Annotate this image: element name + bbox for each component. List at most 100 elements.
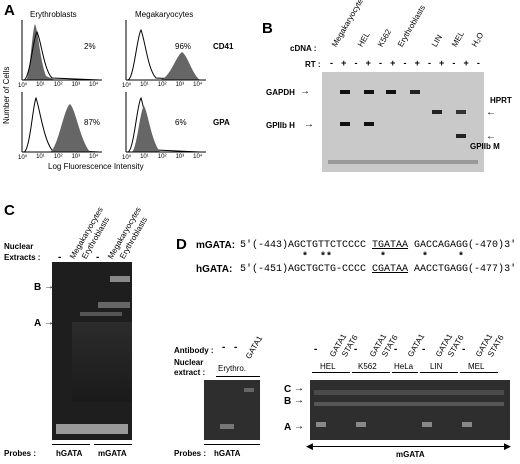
gapdh-arrow-icon: → — [300, 86, 310, 97]
panel-a-letter: A — [4, 2, 15, 19]
rt-sign: - — [427, 58, 431, 68]
histogram-erythro-cd41 — [21, 20, 102, 81]
panel-d-cell-row: HEL K562 HeLa LIN MEL — [310, 362, 510, 376]
panel-c-dash-1: - — [58, 252, 62, 263]
panel-d-band-a-label: A — [284, 422, 292, 433]
band-gapdh — [410, 90, 420, 94]
panel-c-band-b-label: B — [34, 282, 42, 293]
gpiib-m-label: GPIIb M — [470, 142, 500, 151]
cell-lin: LIN — [430, 362, 443, 371]
panel-d-gel-hgata — [204, 380, 260, 440]
rt-sign: - — [452, 58, 456, 68]
band-a — [422, 422, 432, 427]
panel-c-extracts-label: Extracts : — [4, 253, 41, 262]
probe-bracket-mgata — [310, 446, 510, 447]
band-b-arrow-icon: → — [294, 395, 304, 406]
band-a-mgata — [98, 302, 130, 308]
panel-c-probe-hgata: hGATA — [56, 449, 83, 458]
band-a — [356, 422, 366, 427]
cdna-label: cDNA : — [290, 44, 317, 53]
ticks-row1-right: 10⁰ 10¹ 10² 10³ 10⁴ — [122, 82, 202, 89]
antibody-label: Antibody : — [174, 346, 214, 355]
rt-label: RT : — [305, 60, 321, 69]
pct-mk-cd41: 96% — [175, 42, 192, 51]
panel-c-nuclear-label: Nuclear — [4, 242, 34, 251]
histogram-mk-gpa — [125, 92, 206, 153]
band-gapdh — [340, 90, 350, 94]
erythro-bracket — [216, 376, 260, 377]
tick: 10⁰ — [18, 83, 28, 89]
ticks-row2-left: 10⁰ 10¹ 10² 10³ 10⁴ — [18, 154, 98, 161]
cell-bracket — [352, 372, 390, 373]
tick: 10² — [157, 154, 167, 160]
pct-erythro-gpa: 87% — [84, 118, 101, 127]
tick: 10¹ — [140, 82, 149, 88]
primer-dimer-row — [328, 160, 478, 164]
ab-dash: - — [354, 344, 358, 355]
cell-bracket — [420, 372, 458, 373]
panel-b-gel — [322, 72, 484, 172]
hprt-arrow-icon: ← — [486, 107, 496, 118]
pct-erythro-cd41: 2% — [84, 42, 96, 51]
histogram-erythro-gpa — [21, 92, 102, 153]
hgata-seq-part: 5′(-451)AGCTGCTG-CCCC — [240, 264, 373, 275]
gpa-label: GPA — [213, 118, 230, 127]
gpiib-h-arrow-icon: → — [304, 119, 314, 130]
mgata-gata-motif: TGATAA — [372, 240, 409, 251]
panel-d-band-c-label: C — [284, 384, 292, 395]
panel-d-extract-label: extract : — [174, 368, 206, 377]
cell-hel: HEL — [320, 362, 336, 371]
conservation-stars: * ** * * * — [302, 252, 465, 263]
col-erythroblasts-label: Erythroblasts — [30, 10, 77, 19]
band-gpiib-h — [364, 122, 374, 126]
band-gapdh — [386, 90, 396, 94]
band-a — [220, 424, 234, 429]
lane-mel: MEL — [450, 29, 467, 49]
band-c-row — [314, 390, 504, 395]
tick: 10⁴ — [193, 82, 203, 88]
cell-k562: K562 — [358, 362, 377, 371]
tick: 10⁰ — [122, 155, 132, 161]
tick: 10² — [53, 82, 63, 88]
band-a — [316, 422, 326, 427]
mgata-seq-part: 5′(-443)AGCTGTTCTCCCC — [240, 240, 373, 251]
bracket-left-arrow-icon: ◀ — [306, 441, 313, 451]
tick: 10¹ — [36, 82, 45, 88]
rt-sign: - — [403, 58, 407, 68]
cell-mel: MEL — [468, 362, 485, 371]
lane-hel: HEL — [356, 30, 372, 49]
gapdh-label: GAPDH — [266, 88, 295, 97]
panel-a-xlabel: Log Fluorescence Intensity — [48, 162, 144, 171]
gpiib-h-label: GPIIb H — [266, 121, 295, 130]
tick: 10⁴ — [89, 82, 99, 88]
hgata-name: hGATA: — [196, 264, 233, 275]
tick: 10⁰ — [122, 83, 132, 89]
mgata-seq-part: GACCAGAGG(-470)3′ — [408, 240, 517, 251]
rt-sign: + — [414, 58, 420, 68]
panel-d-probe-mgata: mGATA — [396, 450, 425, 459]
band-hprt — [456, 110, 466, 114]
erythro-label: Erythro. — [218, 364, 247, 373]
rt-sign: - — [378, 58, 382, 68]
ticks-row2-right: 10⁰ 10¹ 10² 10³ 10⁴ — [122, 154, 202, 161]
panel-c-letter: C — [4, 202, 15, 219]
tick: 10³ — [175, 82, 185, 88]
lane-lin: LIN — [430, 33, 445, 49]
tick: 10⁰ — [18, 155, 28, 161]
panel-d-letter: D — [176, 236, 187, 253]
panel-d-probe-hgata: hGATA — [214, 449, 241, 458]
band-c-arrow-icon: → — [294, 383, 304, 394]
probe-bracket — [94, 444, 132, 445]
cell-bracket — [460, 372, 498, 373]
ab-dash: - — [394, 344, 398, 355]
cd41-label: CD41 — [213, 42, 234, 51]
band-a-arrow-icon: → — [294, 421, 304, 432]
panel-b-lane-headers: Megakaryocytes HEL K562 Erythroblasts LI… — [330, 0, 510, 52]
tick: 10² — [157, 82, 167, 88]
probe-bracket — [52, 444, 90, 445]
hprt-label: HPRT — [490, 96, 512, 105]
panel-d-gel-mgata — [310, 380, 510, 440]
band-hprt — [432, 110, 442, 114]
ticks-row1-left: 10⁰ 10¹ 10² 10³ 10⁴ — [18, 82, 98, 89]
tick: 10¹ — [36, 154, 45, 160]
